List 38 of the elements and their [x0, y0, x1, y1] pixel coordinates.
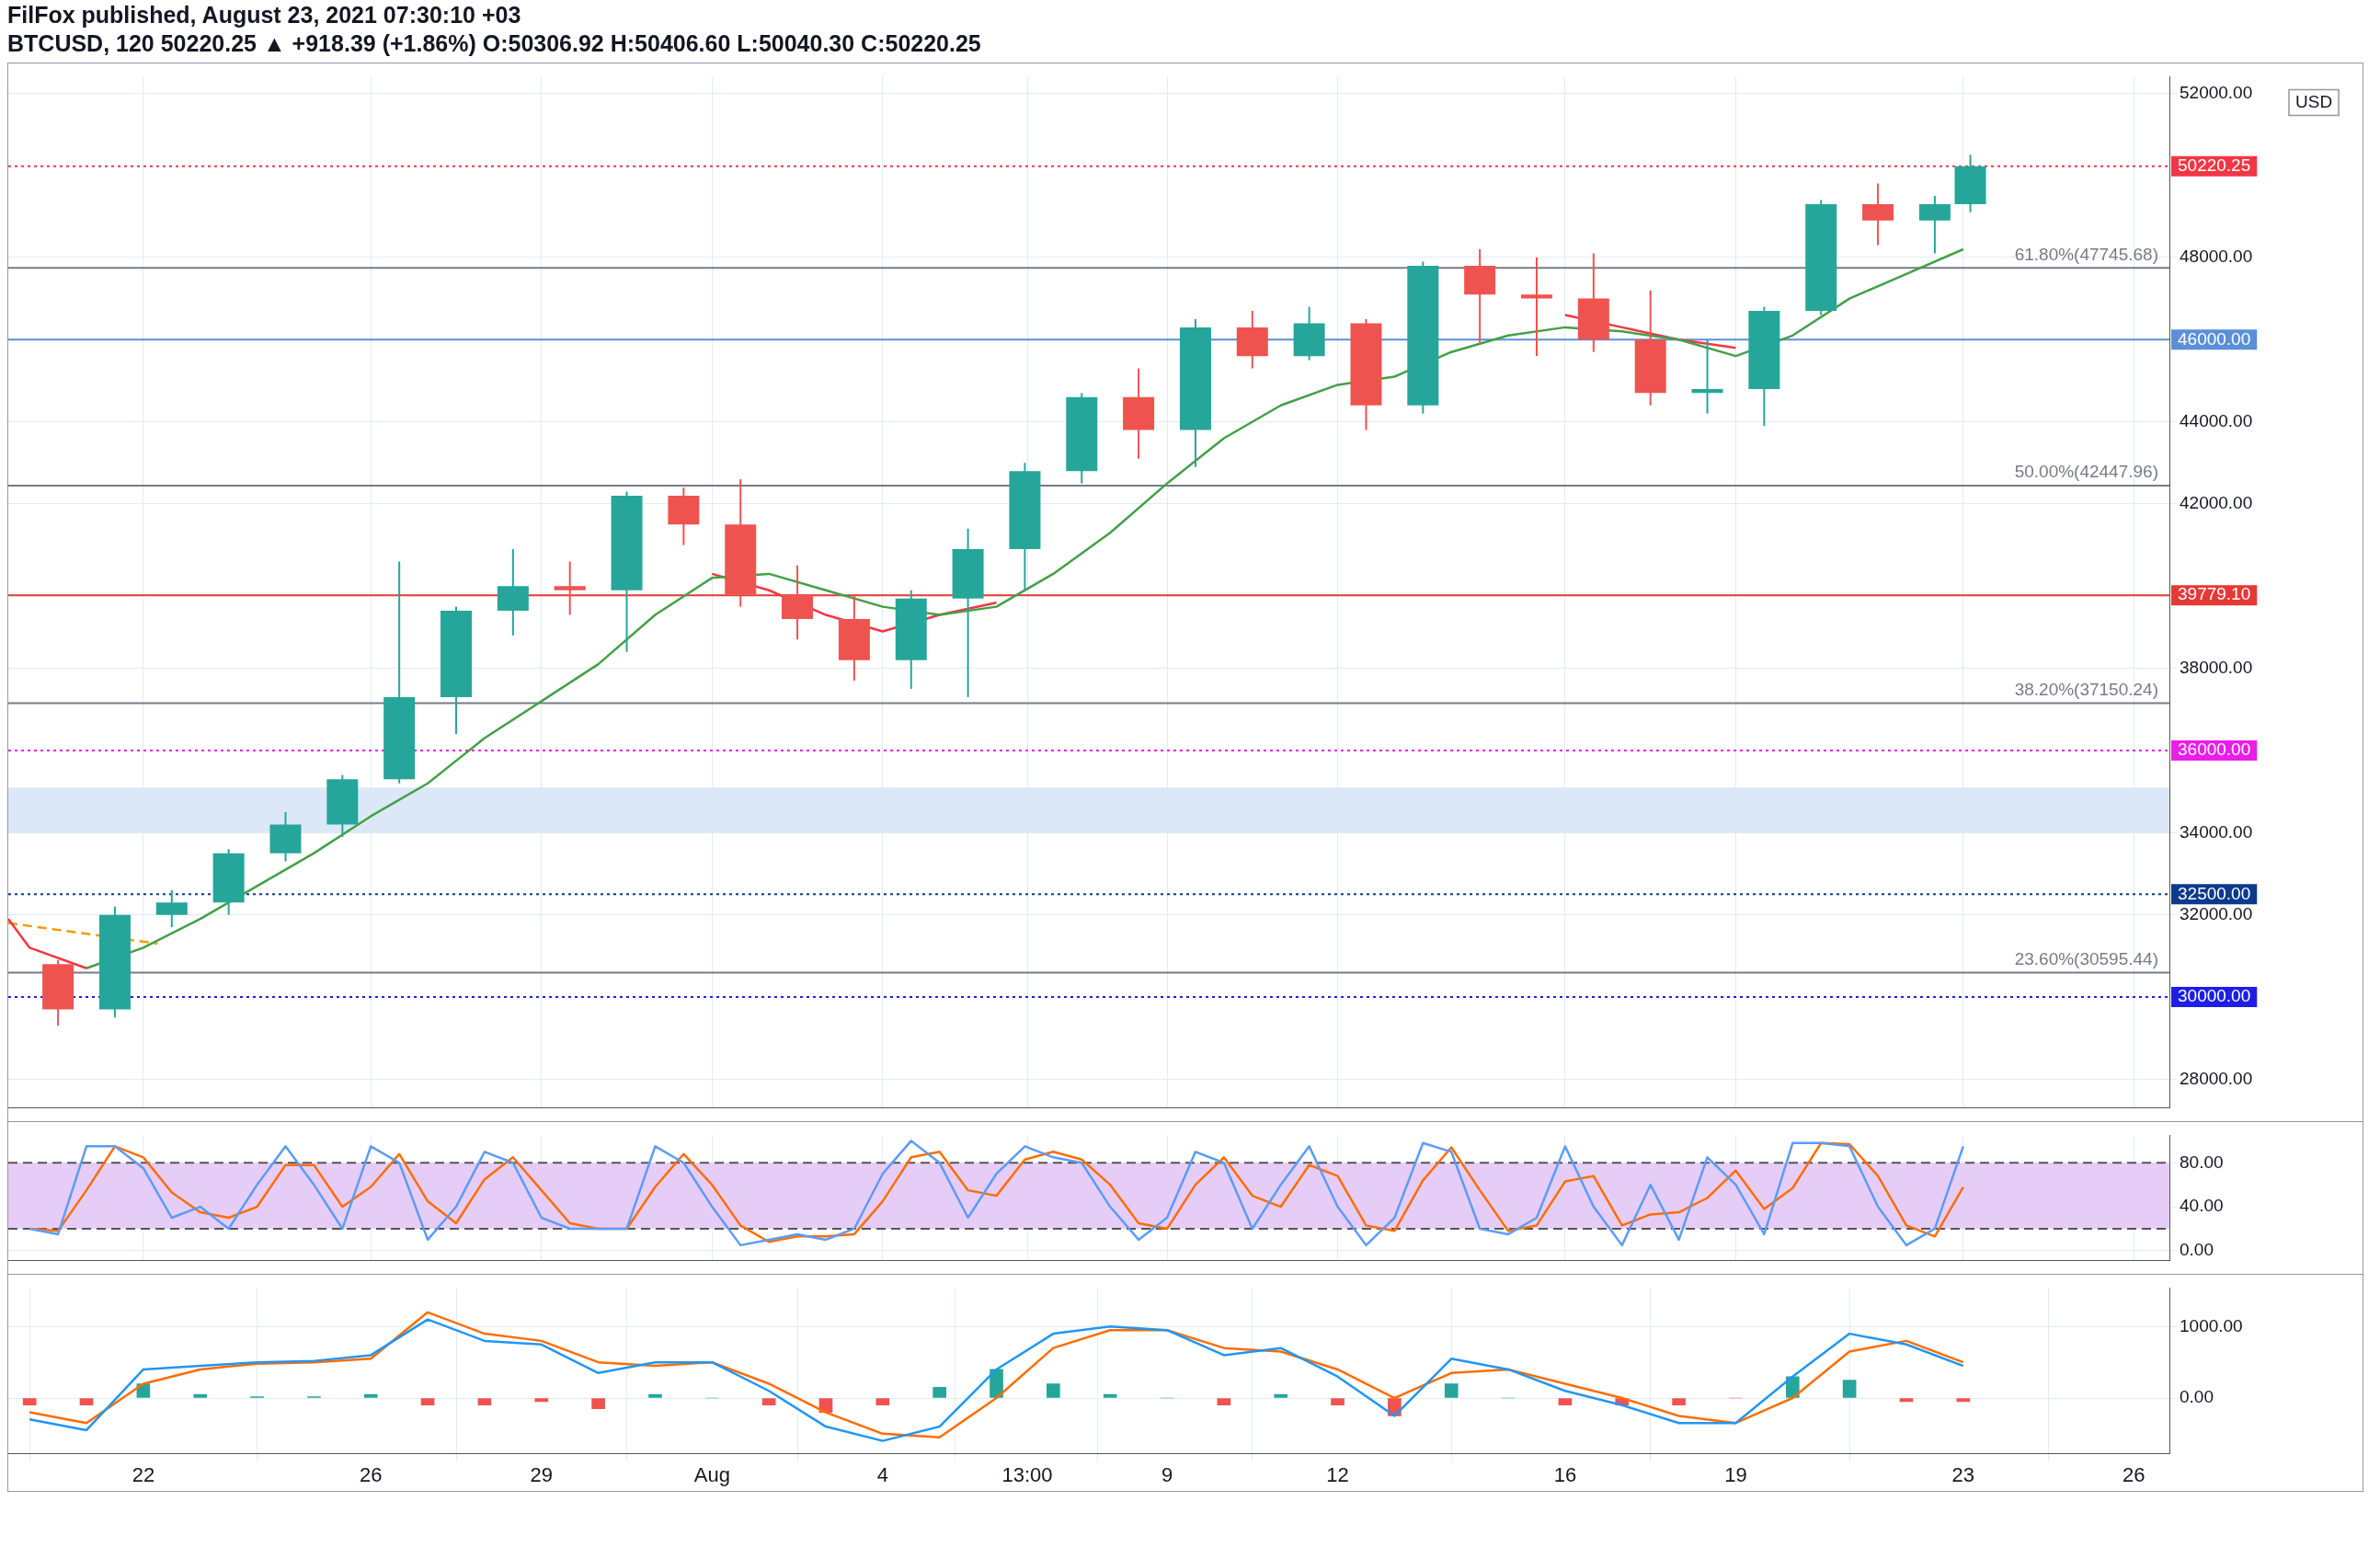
y-tick-label: 38000.00	[2180, 657, 2253, 677]
y-tick-label: 28000.00	[2180, 1068, 2253, 1088]
x-tick-label: 16	[1553, 1462, 1577, 1486]
x-tick-label: Aug	[693, 1462, 730, 1486]
x-tick-label: 29	[530, 1462, 554, 1486]
ref-line-label: 32500.00	[2178, 883, 2251, 903]
x-tick-label: 26	[360, 1462, 383, 1486]
y-tick-label: 1000.00	[2180, 1315, 2243, 1335]
y-tick-label: 44000.00	[2180, 410, 2253, 430]
x-tick-label: 9	[1161, 1462, 1173, 1486]
y-axis-title: USD	[2295, 91, 2333, 111]
y-tick-label: 32000.00	[2180, 903, 2253, 923]
y-tick-label: 0.00	[2180, 1387, 2214, 1407]
x-tick-label: 13:00	[1001, 1462, 1053, 1486]
ref-line-label: 50220.25	[2178, 155, 2251, 175]
chart-title: FilFox published, August 23, 2021 07:30:10 +03	[7, 2, 522, 29]
y-tick-label: 40.00	[2180, 1196, 2224, 1216]
x-tick-label: 22	[132, 1462, 155, 1486]
chart-subtitle: BTCUSD, 120 50220.25 ▲ +918.39 (+1.86%) O:50306.92 H:50406.60 L:50040.30 C:50220.25	[7, 30, 982, 57]
ref-line-label: 23.60%(30595.44)	[2014, 948, 2158, 968]
ref-line-label: 30000.00	[2178, 986, 2251, 1006]
x-tick-label: 4	[876, 1462, 888, 1486]
ref-line-label: 36000.00	[2178, 739, 2251, 760]
y-tick-label: 34000.00	[2180, 821, 2253, 842]
x-tick-label: 23	[1951, 1462, 1975, 1486]
y-tick-label: 80.00	[2180, 1152, 2224, 1172]
y-tick-label: 52000.00	[2180, 82, 2253, 102]
ref-line-label: 46000.00	[2178, 328, 2251, 349]
x-tick-label: 19	[1724, 1462, 1747, 1486]
y-tick-label: 0.00	[2180, 1240, 2214, 1260]
y-tick-label: 48000.00	[2180, 246, 2253, 267]
x-tick-label: 12	[1326, 1462, 1349, 1486]
ref-line-label: 39779.10	[2178, 584, 2251, 604]
ref-line-label: 61.80%(47745.68)	[2014, 244, 2158, 264]
x-tick-label: 26	[2123, 1462, 2145, 1486]
y-tick-label: 42000.00	[2180, 493, 2253, 513]
ref-line-label: 50.00%(42447.96)	[2014, 462, 2158, 482]
ref-line-label: 38.20%(37150.24)	[2014, 679, 2158, 699]
